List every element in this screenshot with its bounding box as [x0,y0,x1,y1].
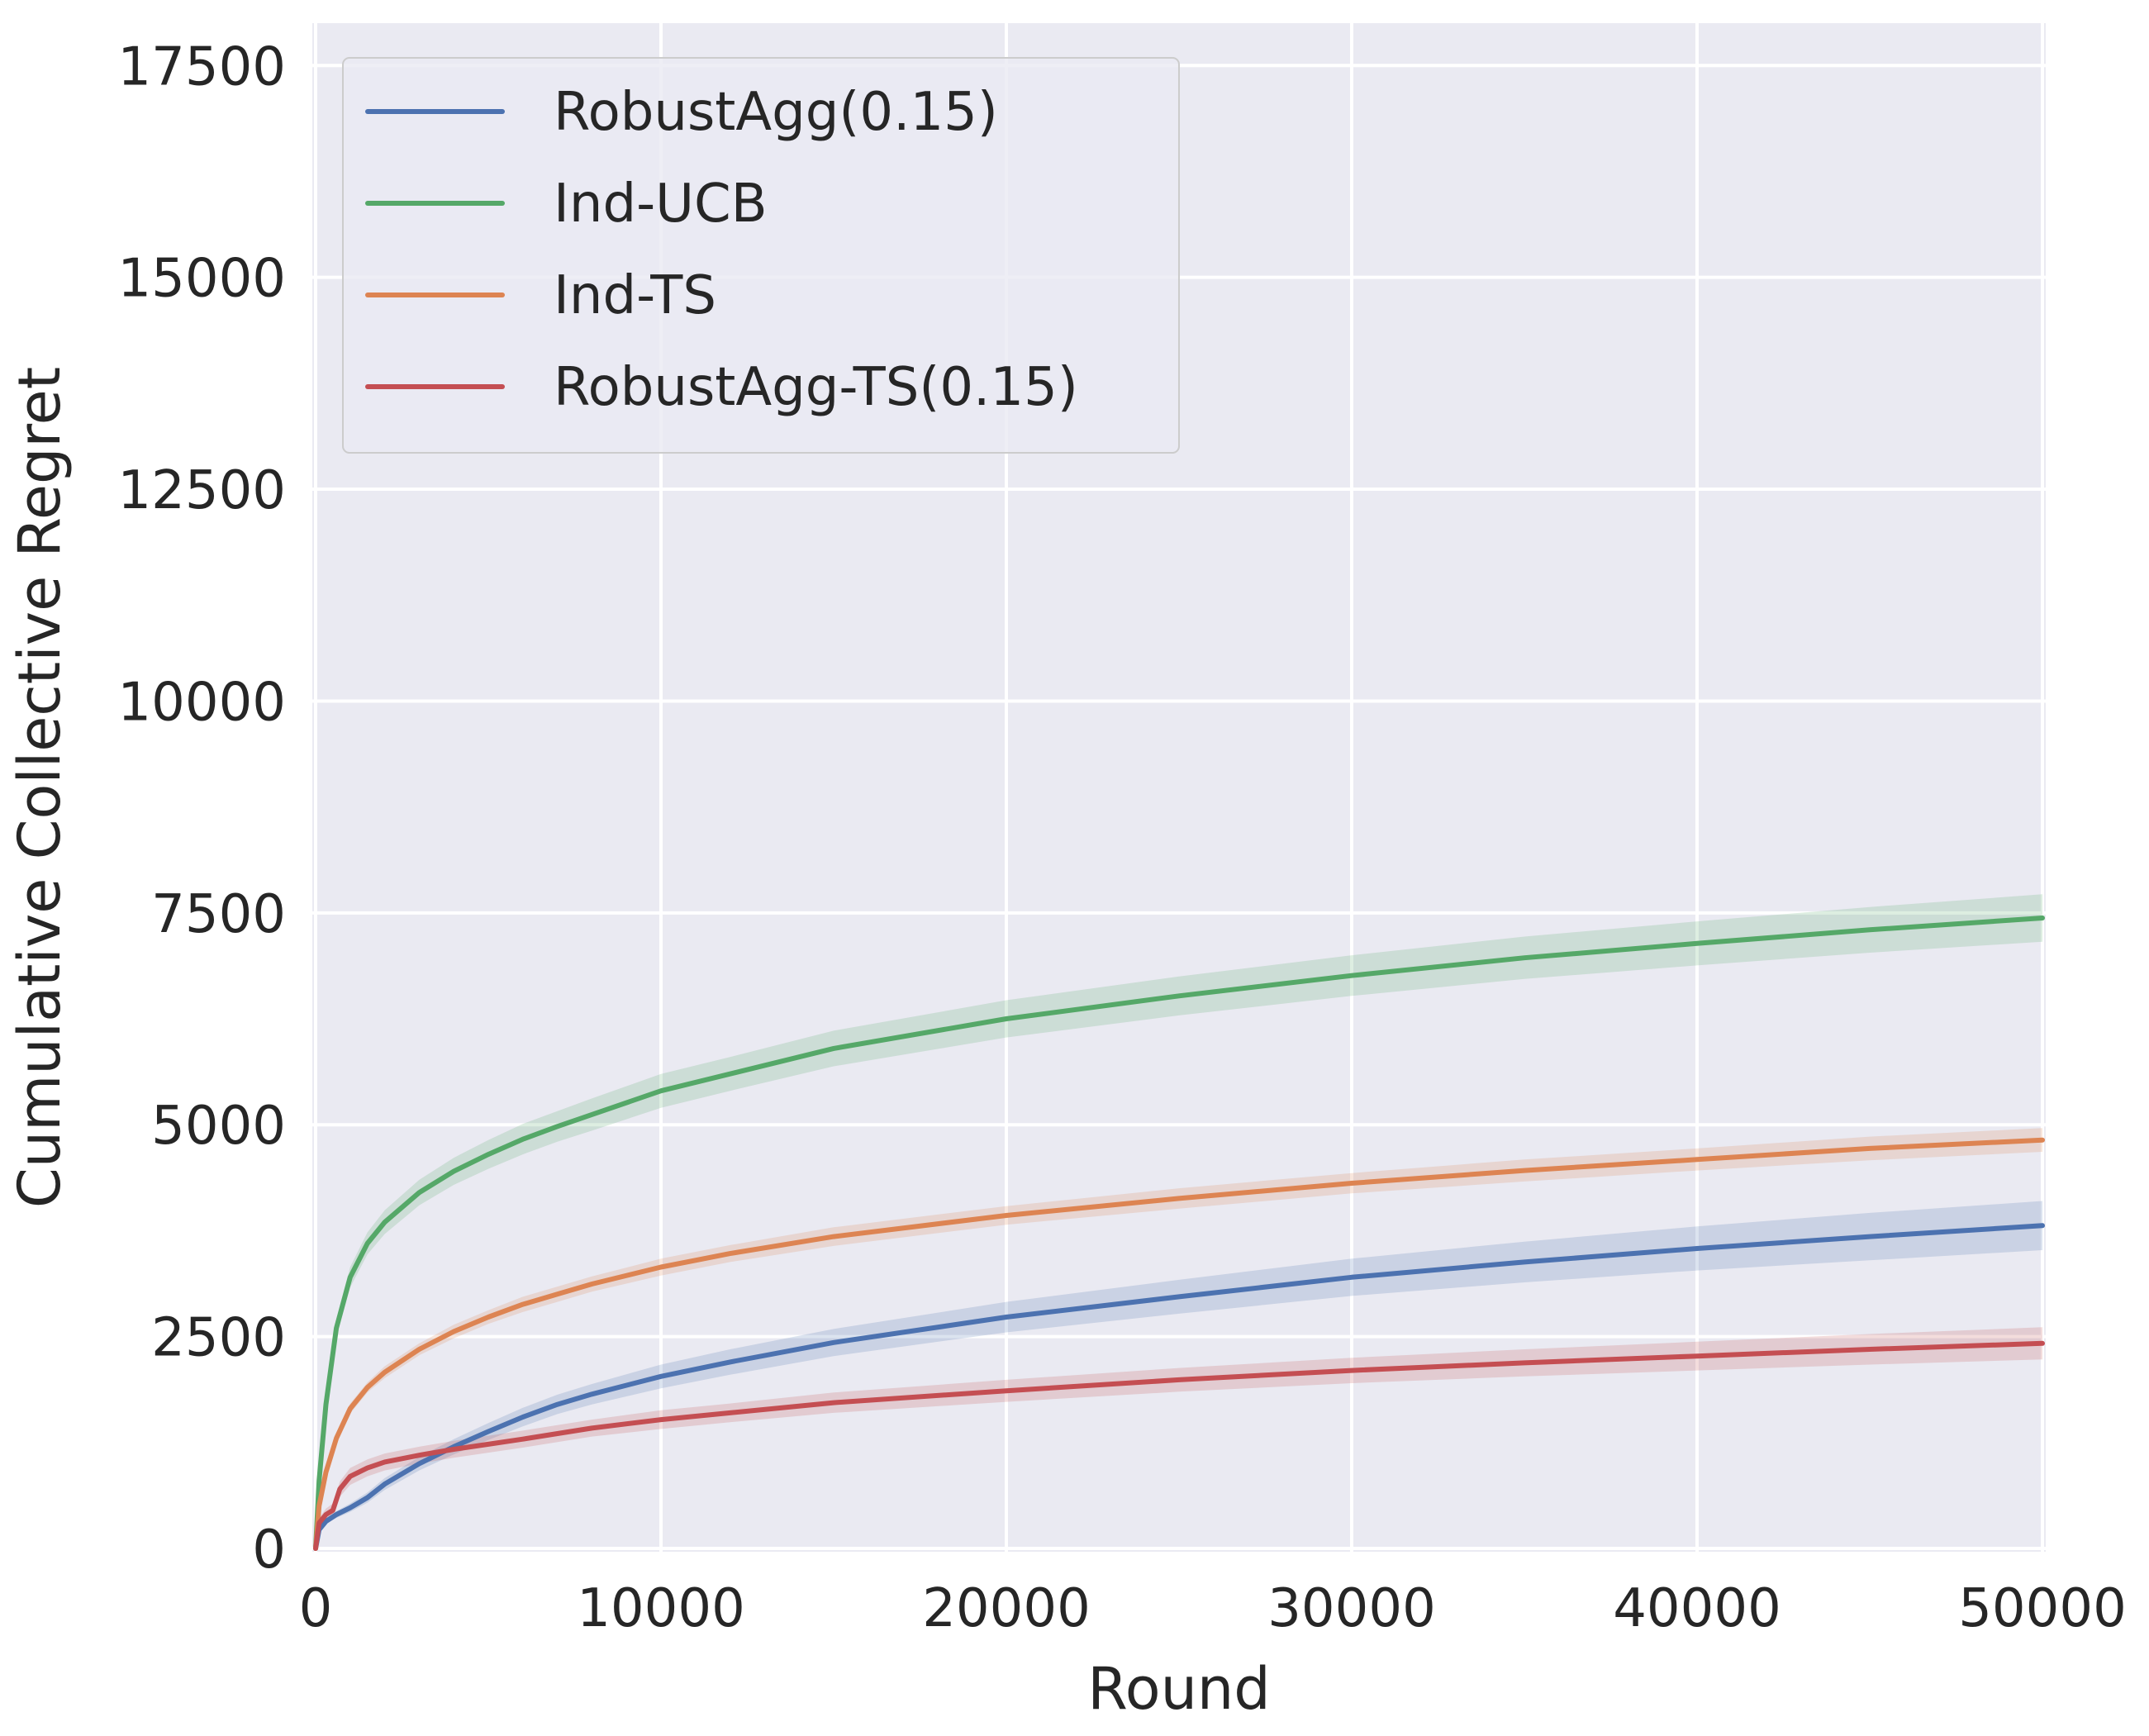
y-tick-label: 17500 [117,36,286,98]
y-tick-label: 5000 [151,1096,286,1157]
x-tick-label: 10000 [577,1578,745,1639]
x-tick-label: 40000 [1613,1578,1781,1639]
legend: RobustAgg(0.15) Ind-UCB Ind-TS RobustAgg-TS… [342,57,1180,454]
y-axis-label: Cumulative Collective Regret [6,367,74,1208]
x-tick-label: 0 [299,1578,333,1639]
series-lines [313,916,2045,1551]
legend-label: Ind-TS [554,265,716,326]
y-tick-label: 0 [252,1520,286,1581]
y-tick-label: 10000 [117,672,286,733]
series-line [313,1223,2045,1551]
legend-label: RobustAgg-TS(0.15) [554,357,1078,418]
x-tick-label: 20000 [922,1578,1091,1639]
x-tick-label: 50000 [1958,1578,2127,1639]
series-line [313,916,2045,1551]
y-tick-label: 7500 [151,884,286,945]
series-line [313,1137,2045,1551]
x-tick-label: 30000 [1267,1578,1436,1639]
y-tick-label: 15000 [117,249,286,310]
legend-label: Ind-UCB [554,174,768,235]
x-tick-labels: 0 10000 20000 30000 40000 50000 [299,1578,2127,1639]
x-axis-label: Round [1087,1655,1270,1723]
y-tick-labels: 0 2500 5000 7500 10000 12500 15000 17500 [117,36,286,1581]
series-line [313,1340,2045,1551]
y-tick-label: 2500 [151,1308,286,1369]
y-tick-label: 12500 [117,460,286,521]
legend-label: RobustAgg(0.15) [554,82,998,143]
confidence-band [316,894,2042,1548]
legend-box [342,57,1180,454]
